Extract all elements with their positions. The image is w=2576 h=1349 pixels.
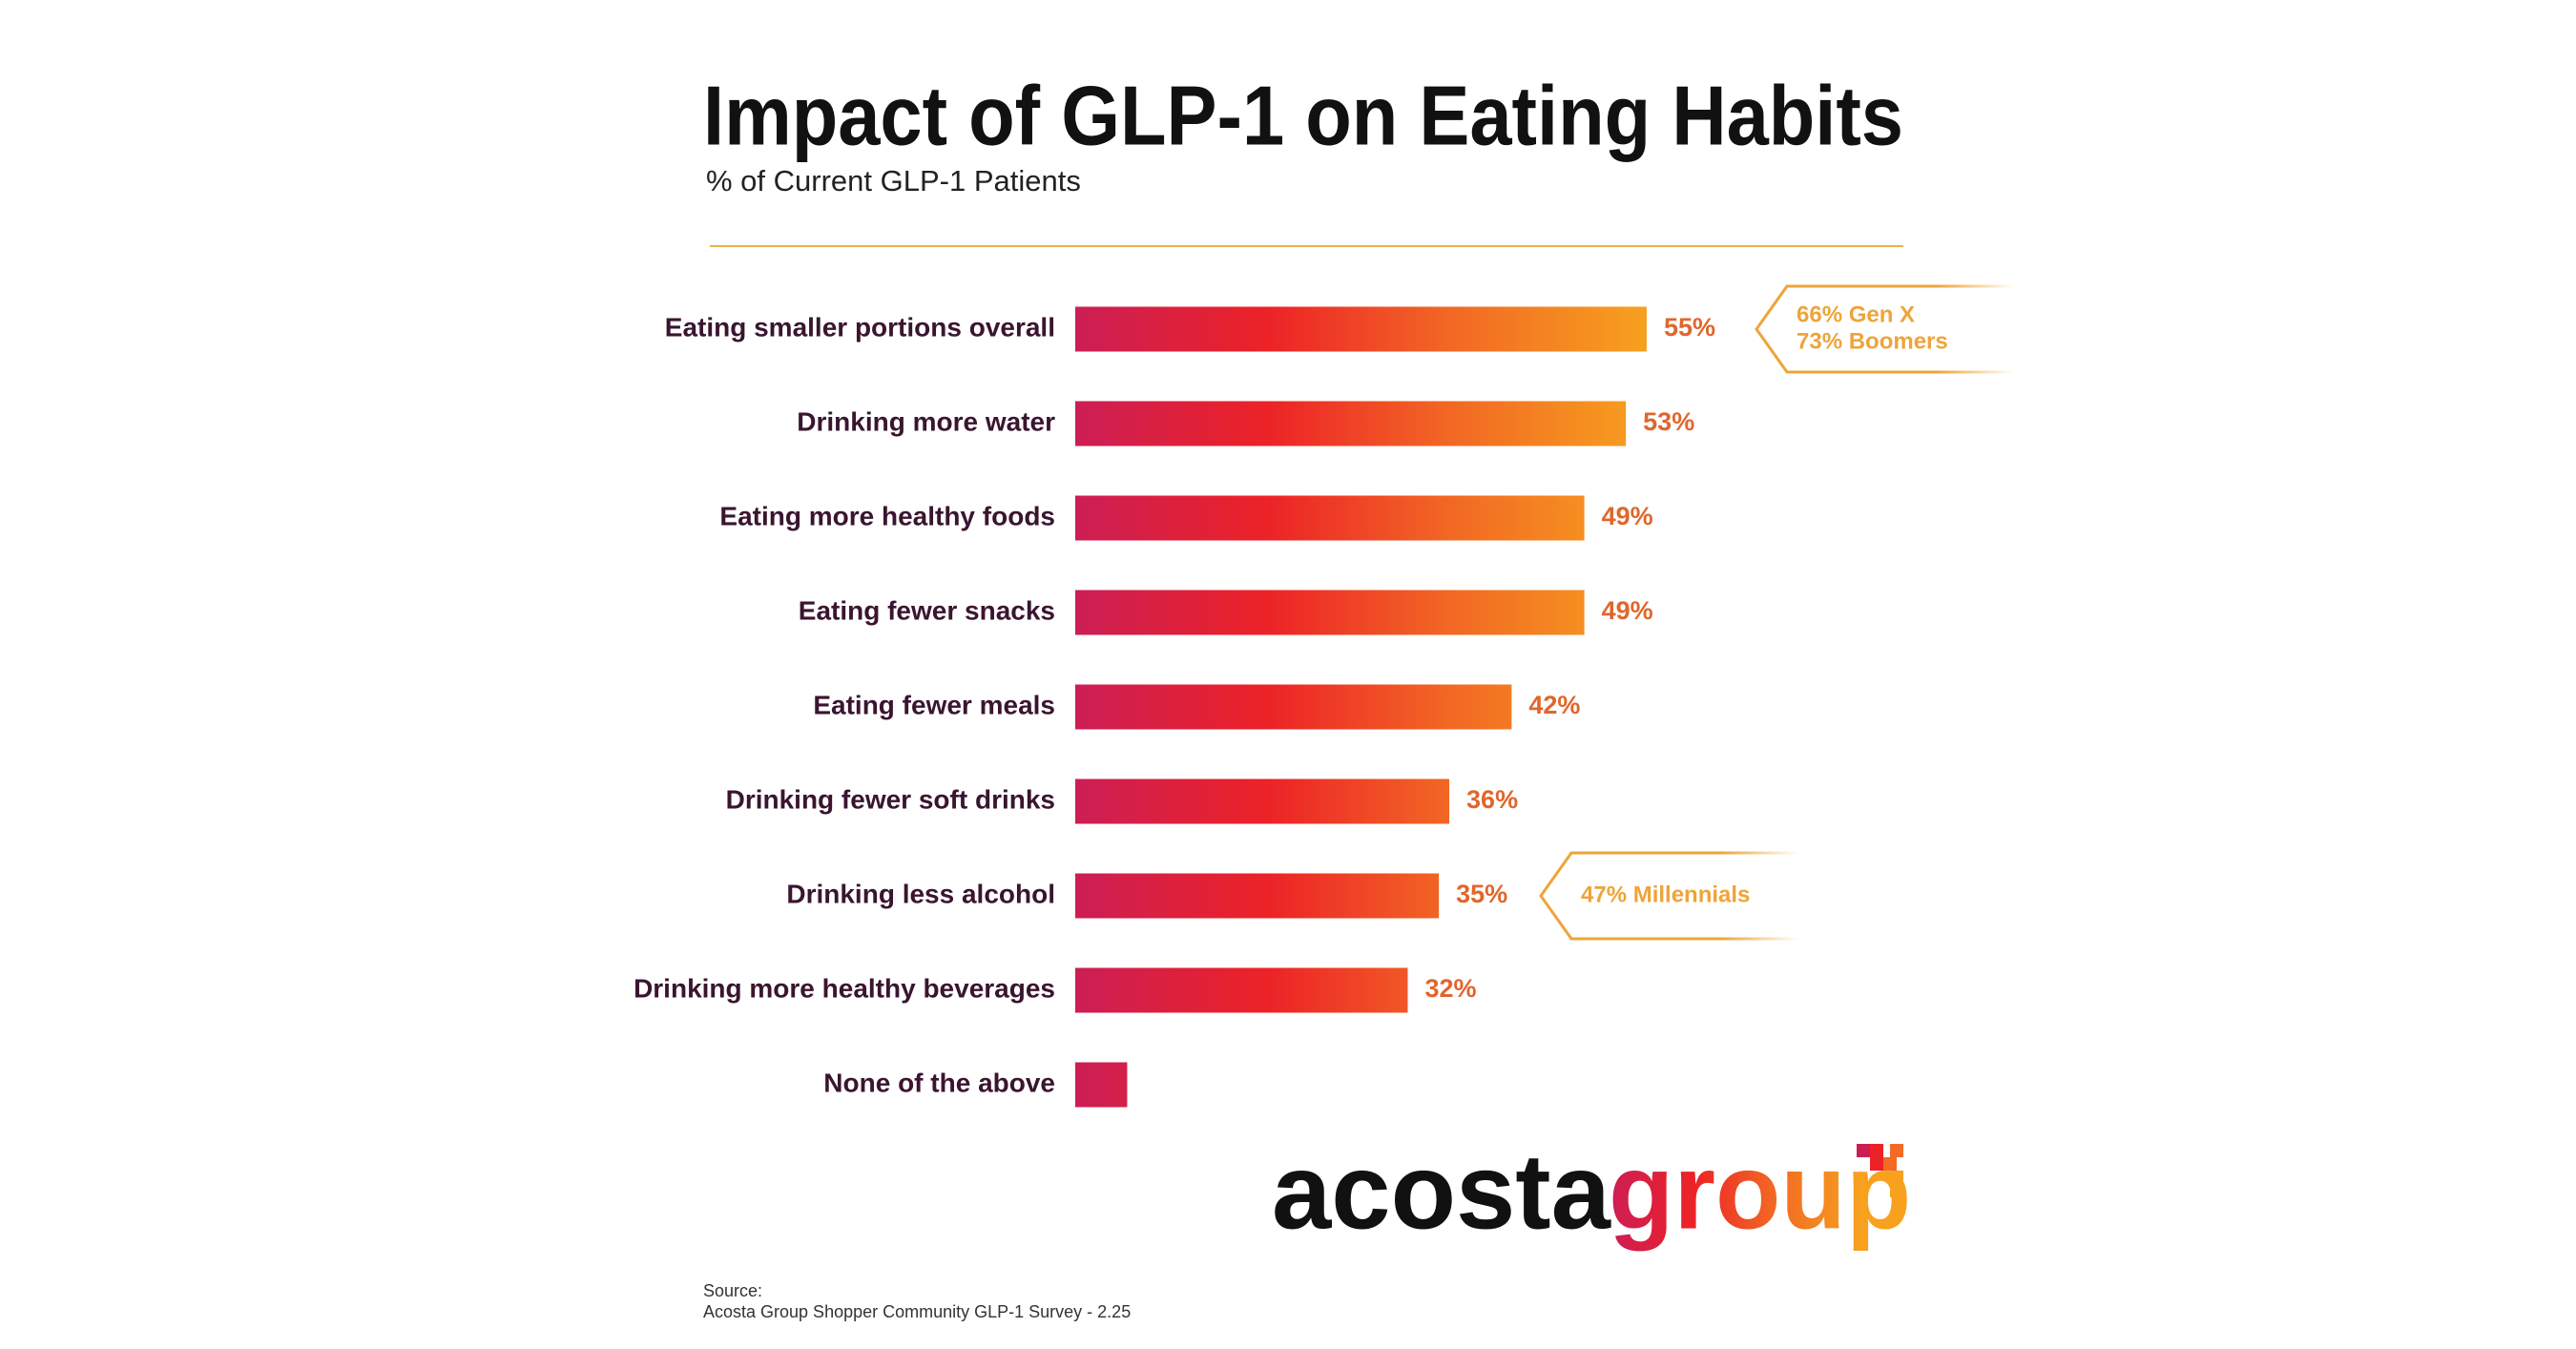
chart-subtitle: % of Current GLP-1 Patients xyxy=(706,164,1081,197)
bar xyxy=(1075,684,1512,730)
category-label: Drinking more healthy beverages xyxy=(634,973,1055,1003)
bar xyxy=(1075,590,1585,635)
category-label: Drinking more water xyxy=(797,406,1055,436)
value-label: 35% xyxy=(1456,880,1507,908)
category-label: None of the above xyxy=(823,1068,1055,1097)
bar xyxy=(1075,306,1647,352)
value-label: 53% xyxy=(1643,407,1694,436)
logo-word: group xyxy=(1609,1132,1911,1252)
source-text: Acosta Group Shopper Community GLP-1 Sur… xyxy=(703,1302,1131,1321)
category-label: Eating more healthy foods xyxy=(719,501,1055,530)
logo-word: acosta xyxy=(1272,1132,1611,1252)
callout-arrow xyxy=(1539,851,1798,941)
bar xyxy=(1075,873,1440,919)
logo-squares xyxy=(1857,1144,1903,1197)
bar xyxy=(1075,495,1585,541)
bar xyxy=(1075,778,1450,824)
category-label: Eating smaller portions overall xyxy=(665,312,1055,342)
category-label: Drinking fewer soft drinks xyxy=(726,784,1055,814)
bar xyxy=(1075,967,1408,1013)
value-label: 49% xyxy=(1602,502,1653,530)
callout-arrow xyxy=(1755,284,2014,374)
value-label: 32% xyxy=(1424,974,1476,1003)
chart-title: Impact of GLP-1 on Eating Habits xyxy=(703,68,1903,162)
bar xyxy=(1075,401,1627,446)
source-label: Source: xyxy=(703,1281,762,1300)
callout-text: 47% Millennials xyxy=(1581,882,1750,907)
value-label: 49% xyxy=(1602,596,1653,625)
bar xyxy=(1075,1062,1128,1108)
callout-text: 73% Boomers xyxy=(1797,328,1948,354)
value-label: 36% xyxy=(1466,785,1518,814)
category-label: Eating fewer snacks xyxy=(799,595,1055,625)
value-label: 55% xyxy=(1664,313,1715,342)
category-label: Drinking less alcohol xyxy=(786,879,1055,908)
value-label: 42% xyxy=(1528,691,1580,719)
category-label: Eating fewer meals xyxy=(813,690,1055,719)
callout-text: 66% Gen X xyxy=(1797,301,1915,327)
